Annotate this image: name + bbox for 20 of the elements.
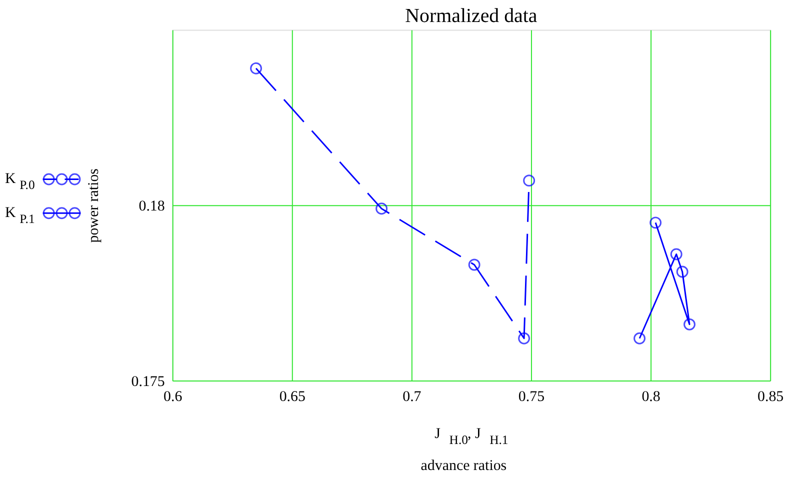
x-tick-label: 0.7 bbox=[402, 388, 422, 405]
point bbox=[376, 202, 388, 215]
point bbox=[670, 248, 682, 260]
x-tick-label: 0.65 bbox=[279, 388, 306, 405]
point bbox=[518, 332, 530, 344]
point bbox=[634, 332, 646, 344]
x-tick-label: 0.75 bbox=[518, 388, 545, 405]
chart-title: Normalized data bbox=[405, 4, 538, 27]
point bbox=[523, 174, 536, 187]
point bbox=[676, 266, 688, 278]
point bbox=[650, 216, 662, 229]
y-tick-label: 0.175 bbox=[131, 374, 165, 390]
x-tick-label: 0.8 bbox=[642, 388, 660, 405]
y-tick-label: 0.18 bbox=[138, 198, 165, 215]
x-tick-label: 0.6 bbox=[164, 388, 183, 405]
y-axis-title: power ratios bbox=[86, 168, 102, 243]
point bbox=[684, 318, 696, 330]
x-tick-label: 0.85 bbox=[758, 388, 784, 405]
point bbox=[250, 62, 262, 74]
point bbox=[468, 258, 480, 271]
